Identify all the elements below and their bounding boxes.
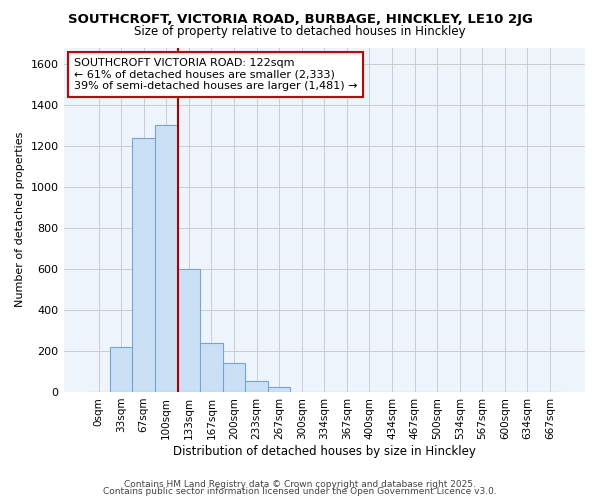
Text: Size of property relative to detached houses in Hinckley: Size of property relative to detached ho… <box>134 25 466 38</box>
Text: SOUTHCROFT VICTORIA ROAD: 122sqm
← 61% of detached houses are smaller (2,333)
39: SOUTHCROFT VICTORIA ROAD: 122sqm ← 61% o… <box>74 58 358 91</box>
Bar <box>200 343 223 392</box>
Text: Contains HM Land Registry data © Crown copyright and database right 2025.: Contains HM Land Registry data © Crown c… <box>124 480 476 489</box>
Bar <box>155 126 178 392</box>
X-axis label: Distribution of detached houses by size in Hinckley: Distribution of detached houses by size … <box>173 444 476 458</box>
Bar <box>245 380 268 392</box>
Bar <box>133 138 155 392</box>
Text: SOUTHCROFT, VICTORIA ROAD, BURBAGE, HINCKLEY, LE10 2JG: SOUTHCROFT, VICTORIA ROAD, BURBAGE, HINC… <box>68 12 532 26</box>
Y-axis label: Number of detached properties: Number of detached properties <box>15 132 25 308</box>
Text: Contains public sector information licensed under the Open Government Licence v3: Contains public sector information licen… <box>103 487 497 496</box>
Bar <box>178 269 200 392</box>
Bar <box>268 387 290 392</box>
Bar <box>223 364 245 392</box>
Bar <box>110 347 133 392</box>
